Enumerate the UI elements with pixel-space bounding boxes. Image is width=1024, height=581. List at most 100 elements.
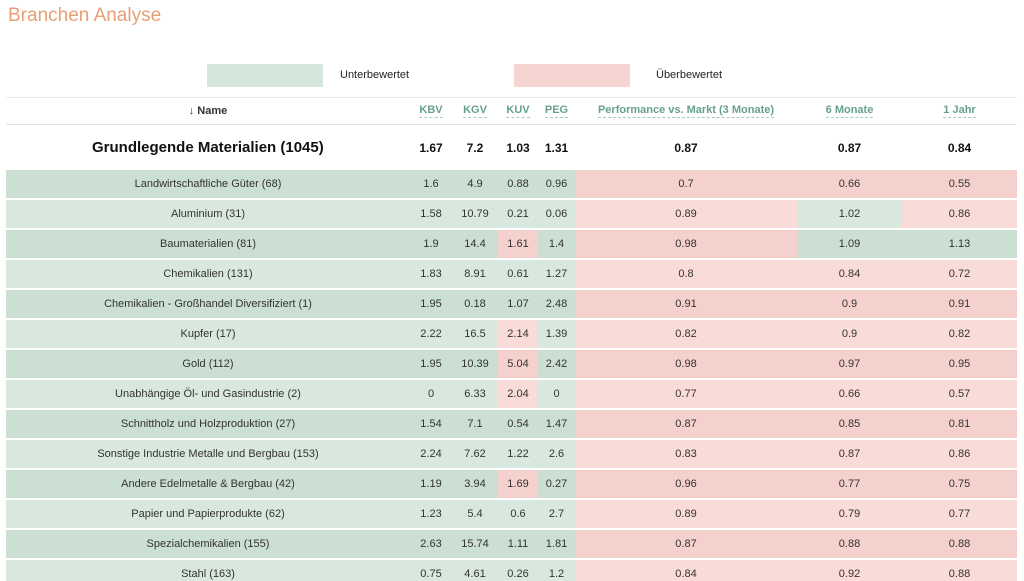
row-kuv-cell: 0.6 [498, 500, 538, 528]
column-header-name[interactable]: ↓ Name [6, 105, 410, 117]
summary-performance-3m: 0.87 [674, 140, 698, 155]
row-performance-3m-cell: 0.98 [575, 230, 797, 258]
summary-row[interactable]: Grundlegende Materialien (1045) 1.67 7.2… [6, 125, 1017, 170]
row-6-monate-cell: 0.84 [797, 260, 902, 288]
undervalued-legend-label: Unterbewertet [340, 69, 410, 81]
row-performance-3m-cell: 0.84 [575, 560, 797, 581]
row-kuv-cell: 1.07 [498, 290, 538, 318]
row-name-cell: Chemikalien - Großhandel Diversifiziert … [6, 290, 410, 318]
row-name-cell: Papier und Papierprodukte (62) [6, 500, 410, 528]
table-row[interactable]: Unabhängige Öl- und Gasindustrie (2) 0 6… [6, 380, 1017, 408]
row-kgv-cell: 7.62 [452, 440, 498, 468]
summary-1-jahr: 0.84 [947, 140, 972, 155]
row-performance-3m-cell: 0.89 [575, 500, 797, 528]
table-row[interactable]: Chemikalien - Großhandel Diversifiziert … [6, 290, 1017, 318]
row-kuv-cell: 1.69 [498, 470, 538, 498]
row-kgv-cell: 15.74 [452, 530, 498, 558]
table-row[interactable]: Baumaterialien (81) 1.9 14.4 1.61 1.4 0.… [6, 230, 1017, 258]
table-row[interactable]: Stahl (163) 0.75 4.61 0.26 1.2 0.84 0.92… [6, 560, 1017, 581]
row-peg-cell: 1.27 [538, 260, 575, 288]
sort-descending-icon: ↓ [188, 105, 195, 117]
row-name-cell: Landwirtschaftliche Güter (68) [6, 170, 410, 198]
table-row[interactable]: Andere Edelmetalle & Bergbau (42) 1.19 3… [6, 470, 1017, 498]
row-6-monate-cell: 0.92 [797, 560, 902, 581]
table-row[interactable]: Schnittholz und Holzproduktion (27) 1.54… [6, 410, 1017, 438]
summary-kbv: 1.67 [419, 140, 443, 155]
table-row[interactable]: Aluminium (31) 1.58 10.79 0.21 0.06 0.89… [6, 200, 1017, 228]
row-kgv-cell: 7.1 [452, 410, 498, 438]
table-row[interactable]: Landwirtschaftliche Güter (68) 1.6 4.9 0… [6, 170, 1017, 198]
overvalued-legend-swatch [514, 64, 630, 87]
table-row[interactable]: Spezialchemikalien (155) 2.63 15.74 1.11… [6, 530, 1017, 558]
page-title: Branchen Analyse [8, 5, 162, 26]
row-performance-3m-cell: 0.7 [575, 170, 797, 198]
row-kgv-cell: 6.33 [452, 380, 498, 408]
column-header-kgv[interactable]: KGV [463, 104, 487, 118]
row-6-monate-cell: 0.66 [797, 170, 902, 198]
column-header-peg[interactable]: PEG [544, 104, 569, 118]
table-body: Landwirtschaftliche Güter (68) 1.6 4.9 0… [6, 170, 1017, 581]
row-kuv-cell: 0.88 [498, 170, 538, 198]
column-header-6-monate[interactable]: 6 Monate [825, 104, 874, 118]
column-header-name-label: Name [197, 105, 228, 117]
row-kgv-cell: 5.4 [452, 500, 498, 528]
row-kbv-cell: 1.6 [410, 170, 452, 198]
row-peg-cell: 1.81 [538, 530, 575, 558]
row-6-monate-cell: 0.9 [797, 290, 902, 318]
row-kgv-cell: 4.61 [452, 560, 498, 581]
row-performance-3m-cell: 0.77 [575, 380, 797, 408]
row-1-jahr-cell: 0.81 [902, 410, 1017, 438]
summary-name: Grundlegende Materialien (1045) [92, 139, 324, 156]
table-header-row: ↓ Name KBV KGV KUV PEG Performance vs. Ma… [6, 97, 1017, 125]
row-kuv-cell: 0.21 [498, 200, 538, 228]
row-1-jahr-cell: 0.72 [902, 260, 1017, 288]
table-row[interactable]: Sonstige Industrie Metalle und Bergbau (… [6, 440, 1017, 468]
row-1-jahr-cell: 1.13 [902, 230, 1017, 258]
row-name-cell: Andere Edelmetalle & Bergbau (42) [6, 470, 410, 498]
row-peg-cell: 0.06 [538, 200, 575, 228]
row-6-monate-cell: 0.77 [797, 470, 902, 498]
row-kbv-cell: 1.23 [410, 500, 452, 528]
row-peg-cell: 0 [538, 380, 575, 408]
table-row[interactable]: Kupfer (17) 2.22 16.5 2.14 1.39 0.82 0.9… [6, 320, 1017, 348]
row-performance-3m-cell: 0.87 [575, 530, 797, 558]
row-kbv-cell: 0 [410, 380, 452, 408]
summary-kuv: 1.03 [506, 140, 530, 155]
row-kbv-cell: 2.22 [410, 320, 452, 348]
row-kbv-cell: 1.95 [410, 350, 452, 378]
row-name-cell: Gold (112) [6, 350, 410, 378]
row-1-jahr-cell: 0.91 [902, 290, 1017, 318]
row-kbv-cell: 1.9 [410, 230, 452, 258]
column-header-kuv[interactable]: KUV [506, 104, 530, 118]
row-kbv-cell: 2.24 [410, 440, 452, 468]
row-peg-cell: 1.39 [538, 320, 575, 348]
row-name-cell: Schnittholz und Holzproduktion (27) [6, 410, 410, 438]
row-kbv-cell: 2.63 [410, 530, 452, 558]
table-row[interactable]: Papier und Papierprodukte (62) 1.23 5.4 … [6, 500, 1017, 528]
row-1-jahr-cell: 0.88 [902, 530, 1017, 558]
row-1-jahr-cell: 0.55 [902, 170, 1017, 198]
row-kuv-cell: 2.04 [498, 380, 538, 408]
row-name-cell: Sonstige Industrie Metalle und Bergbau (… [6, 440, 410, 468]
row-1-jahr-cell: 0.86 [902, 200, 1017, 228]
industry-table: ↓ Name KBV KGV KUV PEG Performance vs. Ma… [6, 97, 1017, 581]
row-peg-cell: 2.48 [538, 290, 575, 318]
row-peg-cell: 1.47 [538, 410, 575, 438]
row-peg-cell: 2.7 [538, 500, 575, 528]
column-header-1-jahr[interactable]: 1 Jahr [943, 104, 976, 118]
row-peg-cell: 0.27 [538, 470, 575, 498]
table-row[interactable]: Chemikalien (131) 1.83 8.91 0.61 1.27 0.… [6, 260, 1017, 288]
row-kuv-cell: 5.04 [498, 350, 538, 378]
row-6-monate-cell: 1.02 [797, 200, 902, 228]
row-kbv-cell: 1.19 [410, 470, 452, 498]
column-header-kbv[interactable]: KBV [419, 104, 443, 118]
row-name-cell: Baumaterialien (81) [6, 230, 410, 258]
row-name-cell: Aluminium (31) [6, 200, 410, 228]
column-header-performance-3m[interactable]: Performance vs. Markt (3 Monate) [597, 104, 775, 118]
row-name-cell: Stahl (163) [6, 560, 410, 581]
row-kgv-cell: 10.39 [452, 350, 498, 378]
table-row[interactable]: Gold (112) 1.95 10.39 5.04 2.42 0.98 0.9… [6, 350, 1017, 378]
row-6-monate-cell: 0.9 [797, 320, 902, 348]
row-performance-3m-cell: 0.98 [575, 350, 797, 378]
row-kuv-cell: 2.14 [498, 320, 538, 348]
